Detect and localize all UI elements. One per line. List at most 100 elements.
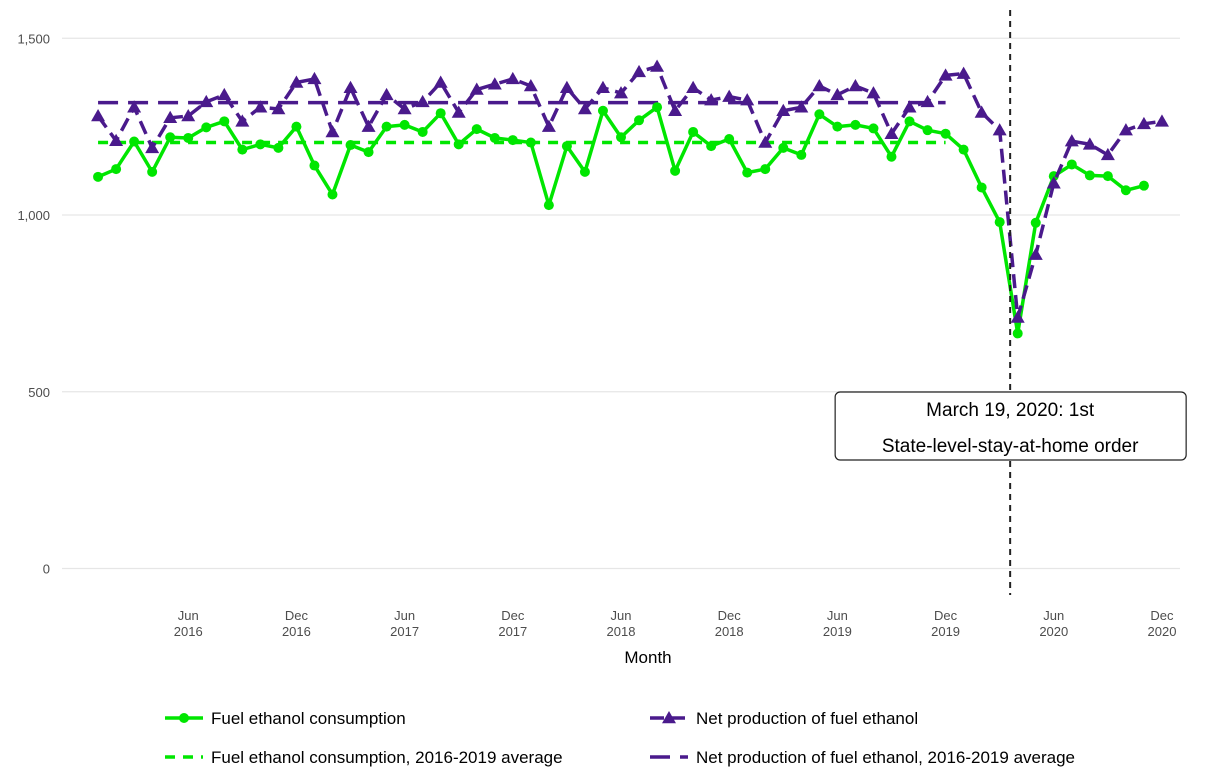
point (451, 105, 466, 118)
point (325, 124, 340, 138)
point (597, 105, 608, 116)
x-tick-label: Dec 2017 (498, 608, 527, 639)
point (686, 80, 701, 94)
point (922, 125, 933, 136)
point (561, 141, 572, 152)
point (525, 137, 536, 148)
point (1120, 185, 1131, 196)
point (904, 116, 915, 127)
point (417, 126, 428, 137)
point (1028, 247, 1043, 260)
point (543, 200, 554, 211)
point (1010, 310, 1025, 323)
x-tick-label: Dec 2018 (715, 608, 744, 639)
legend-item: Net production of fuel ethanol, 2016-201… (650, 748, 1075, 767)
x-tick-label: Jun 2020 (1039, 608, 1068, 639)
point (812, 78, 827, 92)
point (145, 140, 160, 154)
point (902, 100, 917, 113)
y-tick-label: 0 (43, 561, 50, 576)
point (794, 100, 809, 113)
y-tick-label: 1,500 (17, 31, 50, 46)
x-tick-label: Dec 2016 (282, 608, 311, 639)
point (938, 68, 953, 81)
point (111, 164, 122, 175)
point (435, 108, 446, 119)
point (992, 123, 1007, 136)
point (830, 87, 845, 101)
point (199, 94, 214, 108)
y-tick-label: 500 (28, 385, 50, 400)
annotation-box (834, 391, 1187, 461)
point (183, 132, 194, 143)
point (760, 164, 771, 175)
legend-item: Fuel ethanol consumption, 2016-2019 aver… (165, 748, 563, 767)
point (958, 144, 969, 155)
point (289, 75, 304, 88)
point (253, 100, 268, 113)
point (379, 87, 394, 101)
point (724, 134, 735, 145)
point (91, 109, 106, 122)
point (886, 151, 897, 162)
point (505, 71, 520, 85)
point (291, 121, 302, 132)
legend-marker (179, 713, 189, 723)
point (343, 80, 358, 94)
point (814, 109, 825, 120)
point (397, 101, 412, 115)
point (109, 133, 124, 147)
point (704, 93, 719, 106)
x-tick-label: Dec 2019 (931, 608, 960, 639)
point (634, 115, 645, 126)
point (758, 135, 773, 148)
point (1046, 176, 1061, 189)
point (866, 86, 881, 99)
point (776, 103, 791, 116)
x-tick-label: Jun 2017 (390, 608, 419, 639)
point (884, 126, 899, 139)
point (595, 80, 610, 94)
point (670, 165, 681, 176)
point (722, 89, 737, 102)
point (559, 80, 574, 94)
y-tick-label: 1,000 (17, 208, 50, 223)
point (1064, 134, 1079, 147)
x-tick-label: Dec 2020 (1148, 608, 1177, 639)
point (1154, 114, 1169, 127)
point (309, 160, 320, 171)
point (541, 119, 556, 132)
point (1102, 171, 1113, 182)
point (652, 102, 663, 113)
point (237, 144, 248, 155)
point (688, 126, 699, 137)
point (129, 136, 140, 147)
point (93, 171, 104, 182)
point (201, 122, 212, 133)
point (433, 75, 448, 88)
point (577, 101, 592, 115)
point (740, 93, 755, 106)
legend-label: Net production of fuel ethanol, 2016-201… (696, 748, 1075, 767)
point (381, 121, 392, 132)
point (1100, 147, 1115, 161)
point (1118, 123, 1133, 136)
point (271, 101, 286, 115)
point (471, 124, 482, 135)
point (127, 100, 142, 113)
point (453, 139, 464, 150)
point (579, 166, 590, 177)
point (1138, 180, 1149, 191)
point (976, 182, 987, 193)
point (848, 78, 863, 92)
point (345, 140, 356, 151)
point (165, 132, 176, 143)
point (507, 135, 518, 146)
legend-item: Net production of fuel ethanol (650, 709, 918, 728)
point (217, 87, 232, 101)
legend-marker (662, 711, 676, 724)
x-tick-label: Jun 2018 (607, 608, 636, 639)
point (363, 147, 374, 158)
point (163, 110, 178, 124)
